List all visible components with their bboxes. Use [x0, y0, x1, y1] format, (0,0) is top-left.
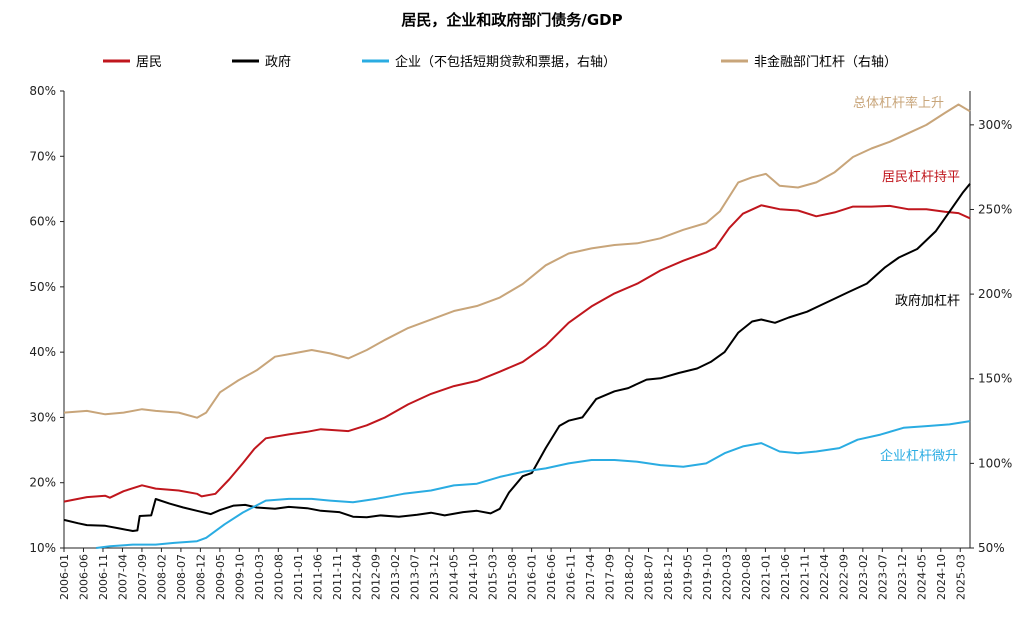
x-tick-label: 2016-11	[565, 554, 578, 600]
y-left-tick-label: 70%	[29, 149, 56, 163]
series-lines	[63, 103, 971, 549]
x-tick-label: 2015-08	[506, 554, 519, 600]
x-tick-label: 2022-09	[837, 554, 850, 600]
x-tick-label: 2018-02	[623, 554, 636, 600]
y-right-tick-label: 50%	[978, 541, 1005, 555]
legend: 居民 政府 企业（不包括短期贷款和票据，右轴） 非金融部门杠杆（右轴）	[103, 54, 897, 70]
x-tick-label: 2008-07	[175, 554, 188, 600]
x-tick-label: 2020-08	[740, 554, 753, 600]
x-tick-label: 2024-10	[935, 554, 948, 600]
x-tick-label: 2006-06	[77, 554, 90, 600]
y-left-tick-label: 60%	[29, 215, 56, 229]
annotation-total-leverage: 总体杠杆率上升	[853, 95, 944, 111]
y-left-tick-label: 20%	[29, 476, 56, 490]
x-tick-label: 2011-11	[331, 554, 344, 600]
legend-label-0: 居民	[136, 55, 162, 70]
x-tick-label: 2006-01	[58, 554, 71, 600]
x-tick-label: 2020-03	[720, 554, 733, 600]
x-tick-label: 2024-05	[915, 554, 928, 600]
x-tick-label: 2013-12	[428, 554, 441, 600]
x-tick-label: 2007-04	[116, 554, 129, 600]
x-tick-label: 2021-06	[779, 554, 792, 600]
x-tick-label: 2016-01	[526, 554, 539, 600]
series-line-1	[63, 183, 971, 532]
x-tick-label: 2015-03	[487, 554, 500, 600]
y-left-tick-label: 80%	[29, 84, 56, 98]
annotation-corporate-rise: 企业杠杆微升	[880, 448, 958, 464]
y-right-tick-label: 100%	[978, 456, 1012, 470]
x-tick-label: 2013-02	[389, 554, 402, 600]
x-tick-label: 2018-12	[662, 554, 675, 600]
x-tick-label: 2012-09	[370, 554, 383, 600]
y-right-tick-label: 200%	[978, 287, 1012, 301]
x-tick-label: 2023-12	[896, 554, 909, 600]
x-tick-label: 2019-10	[701, 554, 714, 600]
x-tick-label: 2019-05	[681, 554, 694, 600]
x-tick-label: 2025-03	[954, 554, 967, 600]
x-tick-label: 2023-07	[876, 554, 889, 600]
x-tick-label: 2021-11	[798, 554, 811, 600]
x-tick-label: 2017-04	[584, 554, 597, 600]
x-tick-label: 2023-02	[857, 554, 870, 600]
annotation-household-flat: 居民杠杆持平	[882, 169, 960, 185]
y-left-tick-label: 50%	[29, 280, 56, 294]
y-left-tick-label: 30%	[29, 410, 56, 424]
y-left-tick-label: 40%	[29, 345, 56, 359]
x-tick-label: 2014-05	[448, 554, 461, 600]
legend-label-2: 企业（不包括短期贷款和票据，右轴）	[395, 54, 616, 70]
x-tick-label: 2007-09	[136, 554, 149, 600]
x-tick-label: 2017-09	[604, 554, 617, 600]
x-tick-label: 2021-01	[759, 554, 772, 600]
series-line-2	[95, 420, 971, 549]
x-tick-label: 2022-04	[818, 554, 831, 600]
y-left-tick-label: 10%	[29, 541, 56, 555]
x-tick-label: 2016-06	[545, 554, 558, 600]
x-tick-label: 2011-06	[311, 554, 324, 600]
legend-label-1: 政府	[265, 55, 291, 70]
legend-label-3: 非金融部门杠杆（右轴）	[754, 54, 897, 70]
x-tick-label: 2010-08	[272, 554, 285, 600]
axes: 10% 20% 30% 40% 50% 60% 70% 80% 50% 100% 150% 200% 2…	[29, 84, 1012, 600]
y-right-tick-label: 150%	[978, 372, 1012, 386]
y-right-tick-label: 300%	[978, 118, 1012, 132]
x-tick-label: 2014-10	[467, 554, 480, 600]
x-tick-label: 2013-07	[409, 554, 422, 600]
x-tick-label: 2009-05	[214, 554, 227, 600]
x-tick-label: 2009-10	[233, 554, 246, 600]
x-tick-label: 2012-04	[350, 554, 363, 600]
chart-title: 居民，企业和政府部门债务/GDP	[401, 11, 622, 29]
annotation-government-leverage: 政府加杠杆	[895, 293, 960, 309]
x-tick-label: 2018-07	[643, 554, 656, 600]
series-line-3	[63, 103, 971, 419]
x-tick-label: 2008-02	[155, 554, 168, 600]
series-line-0	[63, 204, 971, 503]
x-tick-label: 2006-11	[97, 554, 110, 600]
x-tick-label: 2010-03	[253, 554, 266, 600]
y-right-tick-label: 250%	[978, 202, 1012, 216]
x-tick-label: 2011-01	[292, 554, 305, 600]
x-tick-label: 2008-12	[194, 554, 207, 600]
